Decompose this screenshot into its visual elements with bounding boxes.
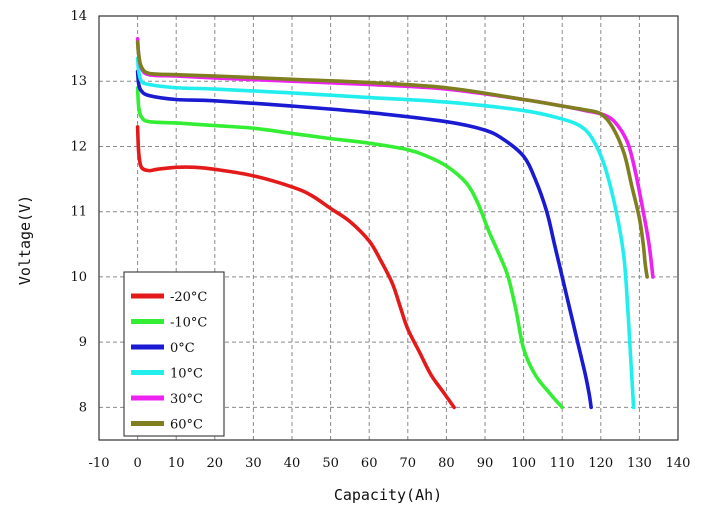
legend-label: -10°C	[170, 316, 207, 331]
x-tick-labels: -10 0 10 20 30 40 50 60 70 80 90 100 110 120 130 140	[89, 456, 691, 471]
y-axis-title: Voltage(V)	[16, 195, 34, 285]
series-line-20c	[135, 125, 456, 410]
series-line-10c	[135, 56, 636, 410]
x-tick-label: 30	[245, 456, 262, 471]
series-line-0c	[135, 69, 593, 410]
y-tick-label: 8	[79, 400, 87, 415]
x-tick-label: 10	[168, 456, 185, 471]
legend-label: 0°C	[170, 341, 195, 356]
x-tick-label: 0	[133, 456, 141, 471]
legend: -20°C -10°C 0°C 10°C 30°C 60°C	[123, 271, 225, 437]
x-tick-label: 130	[627, 456, 652, 471]
y-tick-labels: 8 9 10 11 12 13 14	[70, 9, 87, 415]
x-tick-label: -10	[89, 456, 110, 471]
y-tick-label: 12	[70, 139, 87, 154]
legend-label: 10°C	[170, 367, 203, 382]
series-lines	[135, 37, 655, 410]
y-tick-label: 13	[70, 74, 87, 89]
series-line-60c	[135, 40, 649, 279]
x-tick-label: 60	[361, 456, 378, 471]
x-tick-label: 90	[477, 456, 494, 471]
legend-label: 60°C	[170, 418, 203, 433]
y-tick-label: 14	[70, 9, 87, 24]
x-tick-label: 120	[588, 456, 613, 471]
x-tick-label: 80	[438, 456, 455, 471]
plot-frame	[98, 15, 679, 441]
x-tick-label: 20	[207, 456, 224, 471]
x-tick-label: 40	[284, 456, 301, 471]
y-tick-label: 9	[79, 335, 87, 350]
y-tick-label: 10	[70, 270, 87, 285]
x-axis-title: Capacity(Ah)	[334, 486, 442, 504]
legend-label: 30°C	[170, 392, 203, 407]
series-line-10c	[135, 85, 564, 410]
legend-label: -20°C	[170, 290, 207, 305]
x-tick-label: 140	[666, 456, 691, 471]
x-tick-label: 100	[511, 456, 536, 471]
x-tick-label: 110	[550, 456, 575, 471]
legend-items: -20°C -10°C 0°C 10°C 30°C 60°C	[131, 290, 207, 433]
y-tick-label: 11	[70, 205, 87, 220]
legend-box	[123, 271, 225, 437]
x-tick-label: 70	[400, 456, 417, 471]
x-tick-label: 50	[322, 456, 339, 471]
